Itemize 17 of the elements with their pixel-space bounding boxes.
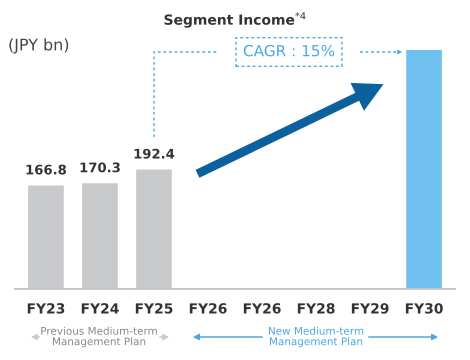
data-label: 192.4 [134, 148, 174, 159]
annotation: CAGR : 15% [244, 44, 334, 56]
data-label: 170.3 [80, 162, 120, 172]
x-tick-label: FY30 [406, 303, 443, 314]
annotation: (JPY bn) [9, 38, 68, 54]
data-label: 166.8 [26, 164, 66, 175]
x-tick-label: FY28 [298, 303, 335, 314]
x-tick-label: FY23 [28, 303, 64, 314]
x-tick-label: FY25 [136, 303, 172, 314]
x-tick-label: FY29 [352, 303, 389, 314]
bar [406, 50, 442, 289]
x-tick-label: FY26 [190, 303, 227, 314]
x-tick-label: FY26 [244, 303, 281, 314]
x-tick-label: FY24 [82, 303, 119, 314]
text: Previous Medium-term Management Plan [41, 326, 157, 348]
text: New Medium-term Management Plan [268, 326, 364, 348]
chart-title: Segment Income$^{*4}$ [164, 12, 306, 28]
